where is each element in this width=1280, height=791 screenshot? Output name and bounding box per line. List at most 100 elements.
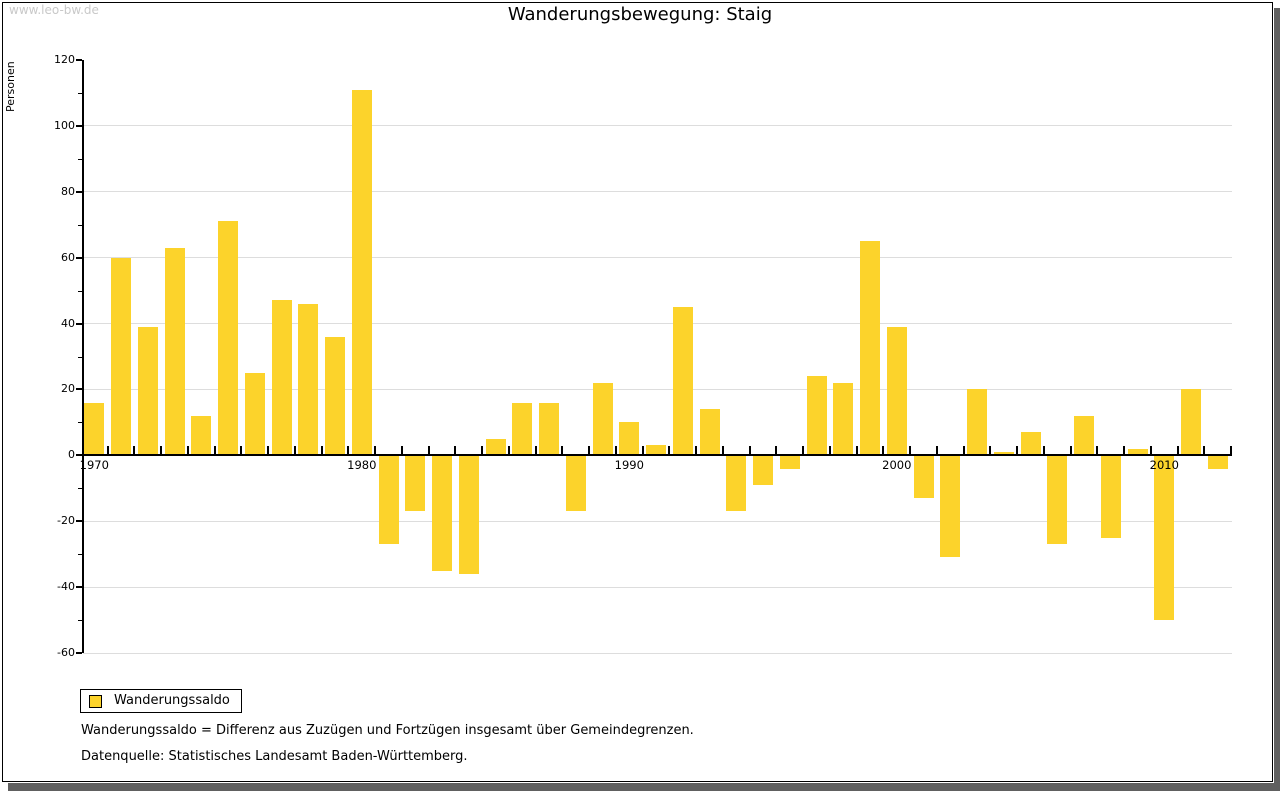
x-tick-41 xyxy=(1176,446,1179,455)
x-tick-label-2000: 2000 xyxy=(882,458,912,473)
y-tick-label-40: 40 xyxy=(61,316,75,330)
bar-1978 xyxy=(298,303,319,456)
x-tick-2 xyxy=(133,446,136,455)
bar-1971 xyxy=(111,257,132,456)
gridline-100 xyxy=(83,125,1232,127)
bar-1991 xyxy=(646,445,667,456)
bar-1995 xyxy=(753,455,774,485)
y-tick-60 xyxy=(76,256,82,259)
y-tick-label--60: -60 xyxy=(57,646,75,659)
x-tick-5 xyxy=(213,446,216,455)
gridline-20 xyxy=(83,388,1232,390)
y-tick-minor-70 xyxy=(78,224,82,226)
bar-1990 xyxy=(619,422,640,456)
x-tick-17 xyxy=(534,446,537,455)
x-tick-1 xyxy=(106,446,109,455)
y-tick-120 xyxy=(76,59,82,61)
y-tick-0 xyxy=(76,454,82,457)
bar-2010 xyxy=(1154,455,1175,621)
footnote-definition: Wanderungssaldo = Differenz aus Zuzügen … xyxy=(81,723,694,738)
y-tick-minor-30 xyxy=(78,356,82,358)
x-tick-4 xyxy=(186,446,189,455)
x-tick-3 xyxy=(160,446,163,455)
bar-1976 xyxy=(244,372,265,456)
bar-1981 xyxy=(378,455,399,545)
bar-1973 xyxy=(164,247,185,456)
x-tick-label-1990: 1990 xyxy=(614,458,644,473)
x-tick-40 xyxy=(1149,446,1152,455)
y-tick-minor--30 xyxy=(78,554,82,556)
x-tick-25 xyxy=(748,446,751,455)
y-tick-label-60: 60 xyxy=(61,250,75,264)
bar-1972 xyxy=(137,326,158,456)
bar-1983 xyxy=(432,455,453,571)
x-tick-label-1970: 1970 xyxy=(79,458,109,473)
bar-1970 xyxy=(84,402,105,456)
x-tick-16 xyxy=(507,446,510,455)
bar-1975 xyxy=(218,221,239,456)
y-tick-20 xyxy=(76,388,82,391)
x-tick-14 xyxy=(454,446,457,455)
chart-frame xyxy=(2,2,1273,782)
y-tick-minor-90 xyxy=(78,158,82,160)
x-tick-42 xyxy=(1203,446,1206,455)
x-tick-18 xyxy=(561,446,564,455)
bar-1986 xyxy=(512,402,533,456)
bar-1979 xyxy=(325,336,346,456)
bar-2011 xyxy=(1181,389,1202,456)
x-tick-13 xyxy=(427,446,430,455)
x-tick-30 xyxy=(882,446,885,455)
x-axis-zero-line xyxy=(83,454,1232,457)
gridline-40 xyxy=(83,323,1232,325)
y-tick-minor-50 xyxy=(78,290,82,292)
x-tick-35 xyxy=(1016,446,1019,455)
footnote-source: Datenquelle: Statistisches Landesamt Bad… xyxy=(81,749,468,764)
watermark: www.leo-bw.de xyxy=(6,3,102,17)
bar-2004 xyxy=(993,452,1014,456)
gridline-80 xyxy=(83,191,1232,193)
bar-1985 xyxy=(485,438,506,456)
x-tick-11 xyxy=(374,446,377,455)
y-tick--40 xyxy=(76,586,82,589)
bar-2008 xyxy=(1100,455,1121,538)
y-tick-label-20: 20 xyxy=(61,382,75,396)
bar-1989 xyxy=(592,382,613,456)
bar-2009 xyxy=(1127,448,1148,456)
bar-1998 xyxy=(833,382,854,456)
y-tick-minor-10 xyxy=(78,422,82,424)
x-tick-20 xyxy=(614,446,617,455)
x-tick-27 xyxy=(802,446,805,455)
bar-2001 xyxy=(913,455,934,499)
x-tick-24 xyxy=(721,446,724,455)
y-tick-label-0: 0 xyxy=(68,448,75,462)
plot-area: 120 100 80 60 40 20 0 -20 -40 -60 1970 1980 1990 2000… xyxy=(54,53,1233,659)
bar-1992 xyxy=(672,307,693,456)
y-tick-label-100: 100 xyxy=(54,118,75,132)
x-tick-15 xyxy=(481,446,484,455)
y-tick-label--20: -20 xyxy=(57,514,75,528)
gridline--40 xyxy=(83,586,1232,588)
x-tick-36 xyxy=(1042,446,1045,455)
bar-1993 xyxy=(699,409,720,456)
bar-2007 xyxy=(1074,415,1095,456)
x-tick-29 xyxy=(855,446,858,455)
y-tick-label--40: -40 xyxy=(57,580,75,594)
bar-1987 xyxy=(539,402,560,456)
x-tick-8 xyxy=(293,446,296,455)
gridline--60 xyxy=(83,652,1232,654)
bar-2000 xyxy=(886,326,907,456)
bar-1984 xyxy=(458,455,479,574)
bar-2012 xyxy=(1207,455,1228,469)
bar-2005 xyxy=(1020,432,1041,456)
x-tick-label-2010: 2010 xyxy=(1149,458,1179,473)
y-tick-minor--10 xyxy=(78,488,82,490)
x-tick-21 xyxy=(641,446,644,455)
y-tick-80 xyxy=(76,190,82,193)
bar-2006 xyxy=(1047,455,1068,545)
bar-1997 xyxy=(806,376,827,456)
bar-1996 xyxy=(779,455,800,469)
y-tick-minor-110 xyxy=(78,92,82,94)
x-tick-34 xyxy=(989,446,992,455)
y-tick-40 xyxy=(76,322,82,325)
x-tick-9 xyxy=(320,446,323,455)
